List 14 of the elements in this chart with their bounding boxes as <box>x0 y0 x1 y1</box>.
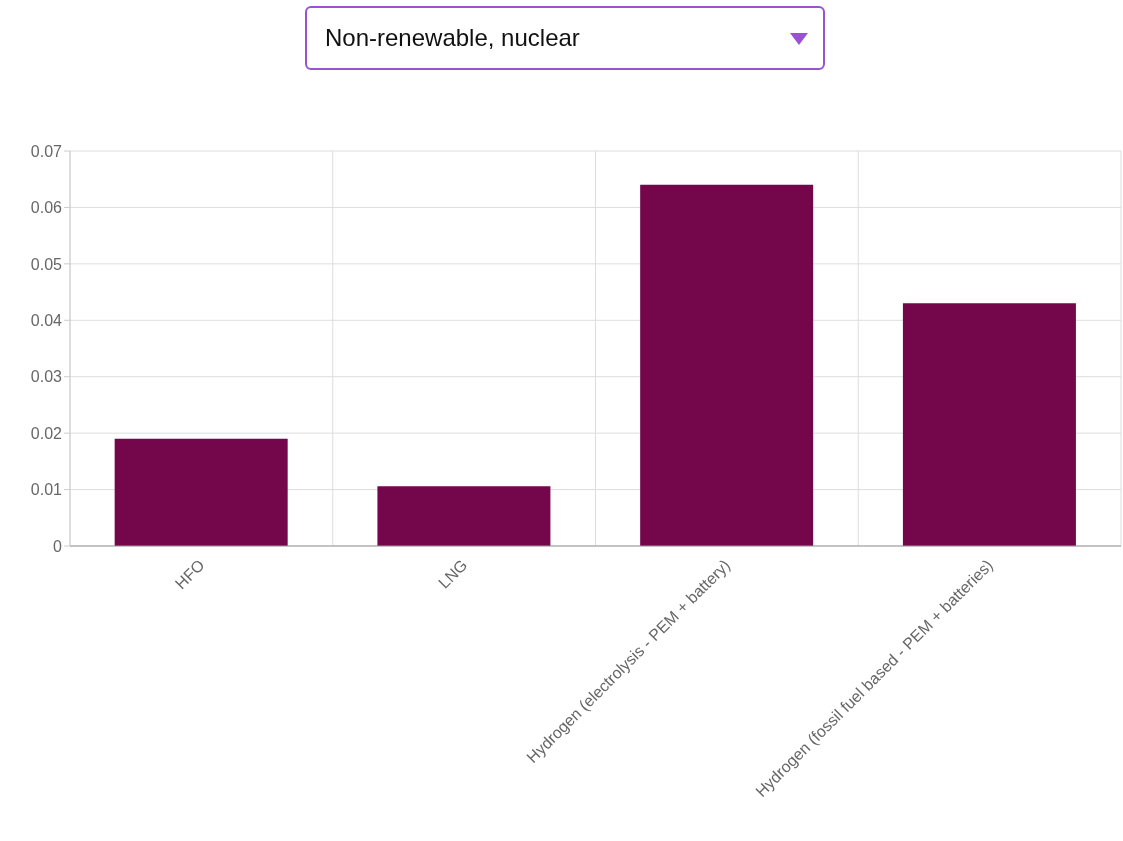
y-tick-label: 0.05 <box>30 255 63 273</box>
bar <box>902 303 1076 546</box>
y-tick-label: 0.04 <box>30 311 63 329</box>
y-tick-label: 0.02 <box>30 424 63 442</box>
y-tick-label: 0.01 <box>30 481 63 499</box>
bar <box>377 486 551 546</box>
dropdown: Non-renewable, nuclear <box>305 6 825 70</box>
y-tick-label: 0.06 <box>30 199 63 217</box>
bar <box>114 438 288 546</box>
y-tick-label: 0.03 <box>30 368 63 386</box>
y-tick-label: 0 <box>53 537 63 555</box>
y-tick-label: 0.07 <box>30 142 63 160</box>
chart-title: Non-renewable, nuclear <box>325 24 580 52</box>
bar <box>640 184 814 546</box>
